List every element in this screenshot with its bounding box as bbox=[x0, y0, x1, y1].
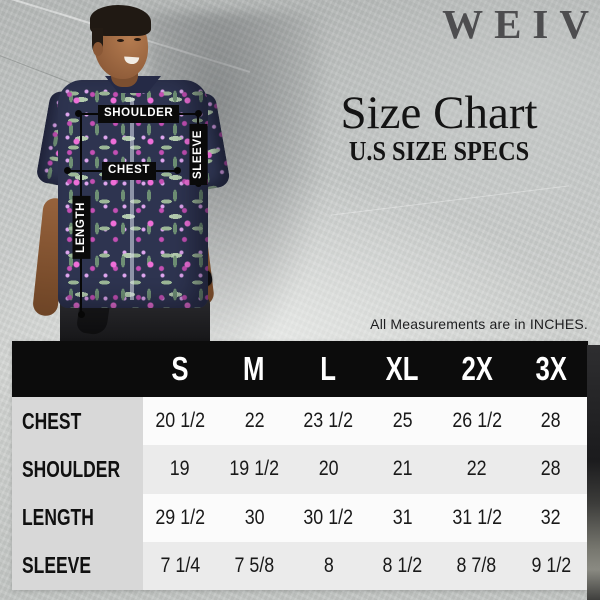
row-label-length: LENGTH bbox=[12, 493, 143, 542]
model-eye bbox=[134, 38, 141, 41]
wall-scratch bbox=[330, 185, 570, 216]
table-cell: 7 5/8 bbox=[217, 541, 292, 590]
table-cell: 19 1/2 bbox=[217, 445, 292, 494]
table-cell: 29 1/2 bbox=[143, 493, 218, 542]
page-subtitle: U.S SIZE SPECS bbox=[348, 136, 530, 166]
table-cell: 23 1/2 bbox=[291, 397, 366, 446]
measurements-note: All Measurements are in INCHES. bbox=[370, 316, 588, 332]
table-cell: 30 bbox=[217, 493, 292, 542]
row-label-shoulder: SHOULDER bbox=[12, 445, 143, 494]
table-cell: 25 bbox=[365, 397, 440, 446]
size-col-header: M bbox=[217, 341, 292, 397]
shirt-button-placket bbox=[130, 98, 134, 300]
size-col-header: L bbox=[291, 341, 366, 397]
chest-label: CHEST bbox=[102, 162, 156, 180]
measure-endpoint-dot bbox=[195, 110, 202, 117]
size-col-header: XL bbox=[365, 341, 440, 397]
size-col-header: S bbox=[143, 341, 218, 397]
model-eye bbox=[117, 39, 124, 42]
size-col-header: 3X bbox=[513, 341, 588, 397]
table-cell: 9 1/2 bbox=[513, 541, 588, 590]
title-block: Size Chart U.S SIZE SPECS bbox=[300, 87, 578, 166]
table-cell: 8 1/2 bbox=[365, 541, 440, 590]
table-cell: 26 1/2 bbox=[439, 397, 514, 446]
table-cell: 32 bbox=[513, 493, 588, 542]
length-label: LENGTH bbox=[73, 196, 91, 259]
measure-endpoint-dot bbox=[174, 167, 181, 174]
table-cell: 28 bbox=[513, 445, 588, 494]
size-col-header: 2X bbox=[439, 341, 514, 397]
table-cell: 28 bbox=[513, 397, 588, 446]
measure-endpoint-dot bbox=[75, 110, 82, 117]
table-cell: 31 bbox=[365, 493, 440, 542]
brand-logo: WEIV bbox=[442, 1, 600, 47]
row-label-sleeve: SLEEVE bbox=[12, 541, 143, 590]
row-label-chest: CHEST bbox=[12, 397, 143, 446]
table-cell: 22 bbox=[217, 397, 292, 446]
table-cell: 30 1/2 bbox=[291, 493, 366, 542]
header-corner-cell bbox=[12, 341, 143, 397]
size-table: S M L XL 2X 3X CHEST 20 1/2 22 23 1/2 25… bbox=[12, 341, 588, 590]
sleeve-label: SLEEVE bbox=[190, 124, 208, 185]
table-cell: 19 bbox=[143, 445, 218, 494]
shoulder-label: SHOULDER bbox=[98, 105, 180, 123]
measure-endpoint-dot bbox=[78, 311, 85, 318]
page-title: Size Chart bbox=[340, 87, 538, 139]
edge-photo-strip bbox=[587, 345, 600, 600]
table-cell: 7 1/4 bbox=[143, 541, 218, 590]
model-sideburn bbox=[92, 28, 103, 54]
table-cell: 31 1/2 bbox=[439, 493, 514, 542]
measure-endpoint-dot bbox=[64, 167, 71, 174]
model-ear bbox=[93, 42, 103, 56]
table-cell: 21 bbox=[365, 445, 440, 494]
table-cell: 22 bbox=[439, 445, 514, 494]
table-cell: 8 7/8 bbox=[439, 541, 514, 590]
table-cell: 20 bbox=[291, 445, 366, 494]
table-cell: 20 1/2 bbox=[143, 397, 218, 446]
table-cell: 8 bbox=[291, 541, 366, 590]
